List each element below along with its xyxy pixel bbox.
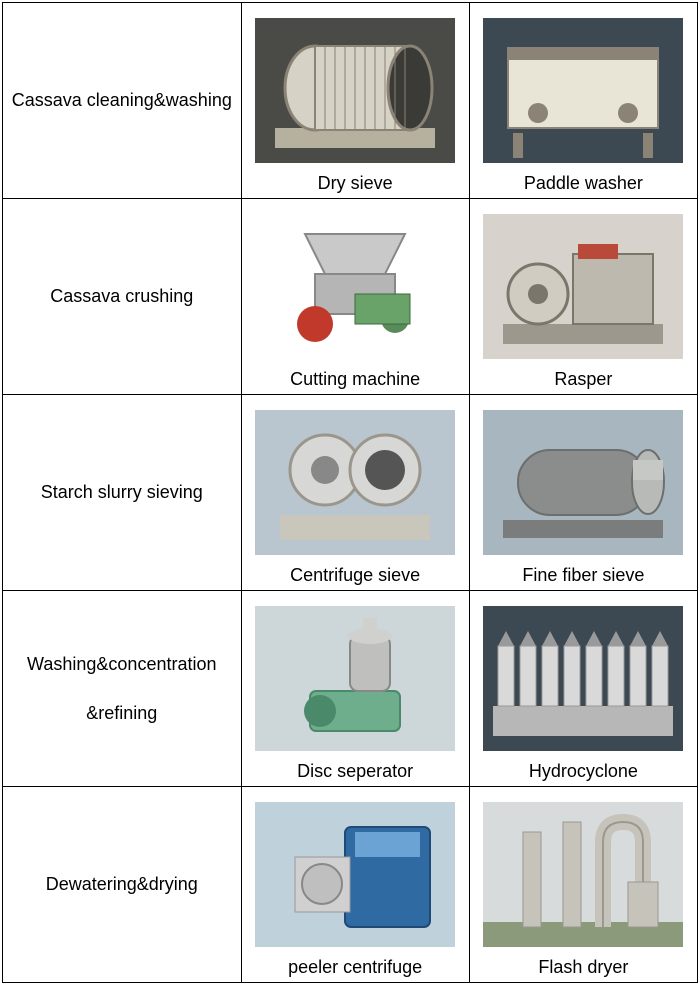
table-row: Dewatering&drying peeler centrifuge Flas…: [3, 787, 698, 983]
process-stage-label-text: Cassava crushing: [50, 286, 193, 306]
equipment-caption: Centrifuge sieve: [290, 565, 420, 588]
process-stage-label: Starch slurry sieving: [3, 395, 242, 591]
process-stage-label: Washing&concentration&refining: [3, 591, 242, 787]
equipment-photo: [483, 214, 683, 359]
equipment-cell: Disc seperator: [241, 591, 469, 787]
equipment-caption: peeler centrifuge: [288, 957, 422, 980]
equipment-photo-box: [476, 793, 691, 955]
equipment-wrap: Paddle washer: [470, 3, 697, 198]
equipment-caption: Paddle washer: [524, 173, 643, 196]
equipment-caption: Fine fiber sieve: [522, 565, 644, 588]
equipment-wrap: Centrifuge sieve: [242, 395, 469, 590]
equipment-photo: [483, 410, 683, 555]
equipment-wrap: Dry sieve: [242, 3, 469, 198]
process-stage-label: Cassava crushing: [3, 199, 242, 395]
equipment-photo-box: [248, 205, 463, 367]
equipment-wrap: Disc seperator: [242, 591, 469, 786]
equipment-photo: [255, 802, 455, 947]
equipment-cell: Cutting machine: [241, 199, 469, 395]
process-stage-label-line: &refining: [3, 699, 241, 728]
equipment-cell: peeler centrifuge: [241, 787, 469, 983]
table-row: Washing&concentration&refining Disc sepe…: [3, 591, 698, 787]
equipment-photo: [255, 410, 455, 555]
equipment-caption: Cutting machine: [290, 369, 420, 392]
equipment-photo-box: [476, 205, 691, 367]
equipment-cell: Paddle washer: [469, 3, 697, 199]
equipment-photo-box: [476, 597, 691, 759]
equipment-photo: [255, 214, 455, 359]
equipment-photo: [255, 606, 455, 751]
table-row: Cassava crushing Cutting machine Rasper: [3, 199, 698, 395]
equipment-caption: Rasper: [554, 369, 612, 392]
equipment-wrap: Hydrocyclone: [470, 591, 697, 786]
equipment-table: Cassava cleaning&washing Dry sieve Paddl…: [2, 2, 698, 983]
equipment-photo-box: [248, 9, 463, 171]
equipment-caption: Flash dryer: [538, 957, 628, 980]
process-stage-label: Cassava cleaning&washing: [3, 3, 242, 199]
equipment-caption: Disc seperator: [297, 761, 413, 784]
process-stage-label-text: Cassava cleaning&washing: [12, 90, 232, 110]
equipment-cell: Fine fiber sieve: [469, 395, 697, 591]
equipment-cell: Centrifuge sieve: [241, 395, 469, 591]
equipment-cell: Dry sieve: [241, 3, 469, 199]
table-row: Starch slurry sieving Centrifuge sieve F…: [3, 395, 698, 591]
equipment-cell: Hydrocyclone: [469, 591, 697, 787]
equipment-wrap: Flash dryer: [470, 787, 697, 982]
process-stage-label-line: Washing&concentration: [3, 650, 241, 679]
equipment-wrap: Rasper: [470, 199, 697, 394]
equipment-wrap: peeler centrifuge: [242, 787, 469, 982]
process-stage-label: Dewatering&drying: [3, 787, 242, 983]
equipment-photo: [255, 18, 455, 163]
equipment-caption: Hydrocyclone: [529, 761, 638, 784]
process-stage-label-text: Starch slurry sieving: [41, 482, 203, 502]
equipment-photo: [483, 18, 683, 163]
equipment-photo-box: [248, 401, 463, 563]
equipment-photo-box: [476, 401, 691, 563]
equipment-photo-box: [248, 793, 463, 955]
process-stage-label-text: Dewatering&drying: [46, 874, 198, 894]
equipment-photo: [483, 606, 683, 751]
table-row: Cassava cleaning&washing Dry sieve Paddl…: [3, 3, 698, 199]
equipment-cell: Flash dryer: [469, 787, 697, 983]
equipment-photo: [483, 802, 683, 947]
equipment-caption: Dry sieve: [318, 173, 393, 196]
equipment-wrap: Cutting machine: [242, 199, 469, 394]
equipment-photo-box: [248, 597, 463, 759]
equipment-wrap: Fine fiber sieve: [470, 395, 697, 590]
equipment-cell: Rasper: [469, 199, 697, 395]
equipment-photo-box: [476, 9, 691, 171]
